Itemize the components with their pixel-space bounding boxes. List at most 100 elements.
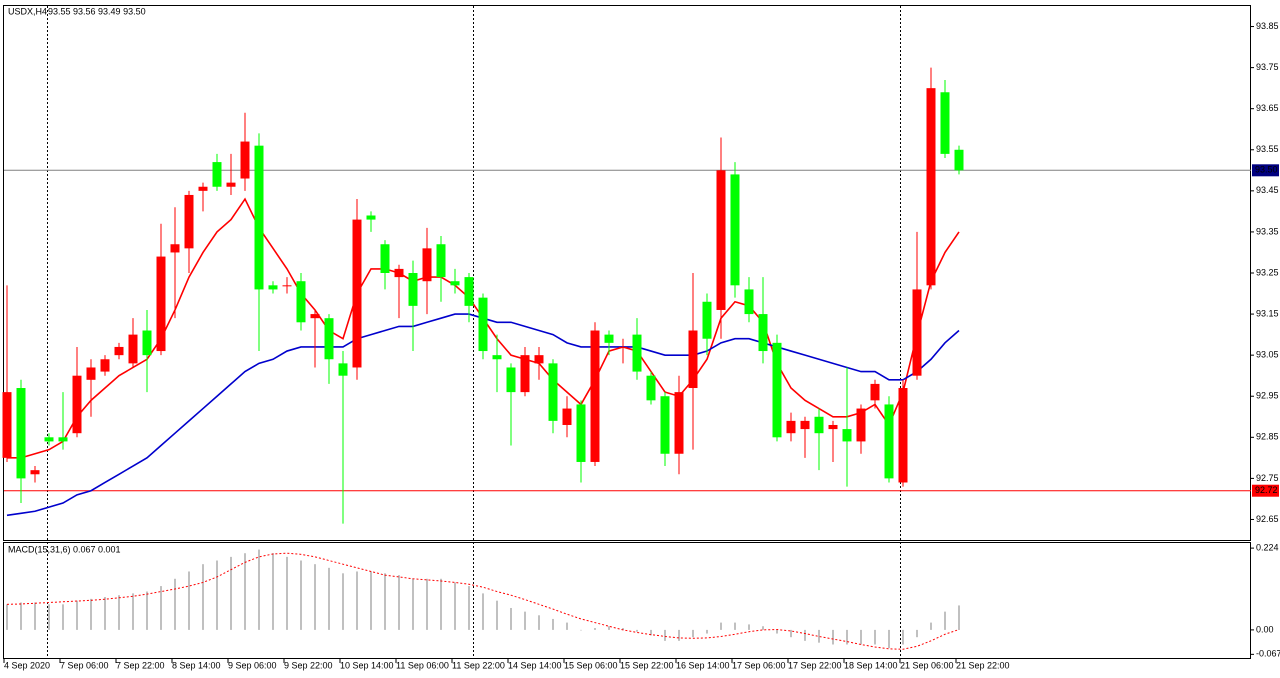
candle-body — [450, 281, 460, 286]
x-tick-label: 15 Sep 06:00 — [564, 660, 618, 670]
macd-bar — [160, 586, 162, 630]
macd-bar — [902, 629, 904, 645]
y-tick-label: 93.55 — [1256, 144, 1279, 154]
x-tick-label: 17 Sep 22:00 — [788, 660, 842, 670]
candle-body — [72, 375, 82, 434]
candle-body — [366, 215, 376, 220]
price-label-box — [1252, 164, 1279, 177]
candle-body — [436, 244, 446, 278]
macd-bar — [958, 605, 960, 630]
candle-body — [954, 149, 964, 171]
macd-bar — [258, 549, 260, 630]
macd-bar — [440, 578, 442, 630]
candle-body — [618, 346, 628, 348]
macd-bar — [118, 595, 120, 630]
candle-body — [576, 404, 586, 462]
macd-bar — [426, 578, 428, 630]
macd-bar — [244, 553, 246, 630]
candle-body — [30, 470, 40, 475]
macd-bar — [398, 575, 400, 630]
candle-body — [534, 355, 544, 364]
macd-bar — [790, 629, 792, 638]
macd-bar — [692, 629, 694, 638]
x-tick-label: 8 Sep 14:00 — [172, 660, 221, 670]
candle-body — [394, 268, 404, 278]
candle-body — [338, 363, 348, 376]
candle-body — [2, 392, 12, 458]
candle-body — [254, 145, 264, 290]
candle-body — [688, 330, 698, 389]
macd-bar — [104, 597, 106, 630]
macd-bar — [496, 600, 498, 630]
macd-pane — [3, 542, 1251, 659]
candle-body — [842, 429, 852, 442]
macd-bar — [174, 578, 176, 630]
y-tick-label: 93.25 — [1256, 267, 1279, 277]
main-pane — [3, 5, 1251, 541]
x-tick-label: 14 Sep 14:00 — [508, 660, 562, 670]
x-tick-label: 9 Sep 22:00 — [284, 660, 333, 670]
price-label-box — [1252, 484, 1279, 497]
macd-bar — [76, 600, 78, 630]
candle-body — [114, 346, 124, 356]
macd-bar — [454, 582, 456, 630]
macd-bar — [62, 604, 64, 630]
x-tick-label: 10 Sep 14:00 — [340, 660, 394, 670]
y-tick-label: -0.067 — [1256, 649, 1280, 659]
price-label: 93.50 — [1255, 165, 1278, 175]
candle-body — [772, 342, 782, 438]
candle-body — [492, 355, 502, 360]
macd-bar — [608, 626, 610, 630]
y-tick-label: 93.45 — [1256, 185, 1279, 195]
x-tick-label: 7 Sep 22:00 — [116, 660, 165, 670]
candle-body — [310, 314, 320, 319]
macd-bar — [776, 629, 778, 634]
y-tick-label: 0.224 — [1256, 542, 1279, 552]
x-tick-label: 18 Sep 14:00 — [844, 660, 898, 670]
macd-bar — [566, 622, 568, 630]
x-tick-label: 9 Sep 06:00 — [228, 660, 277, 670]
candle-body — [716, 170, 726, 310]
y-tick-label: 92.75 — [1256, 473, 1279, 483]
macd-bar — [412, 578, 414, 630]
x-tick-label: 11 Sep 06:00 — [396, 660, 449, 670]
macd-bar — [888, 629, 890, 649]
candle-body — [758, 314, 768, 352]
candle-body — [170, 244, 180, 253]
macd-bar — [328, 567, 330, 630]
candle-body — [856, 408, 866, 442]
x-tick-label: 7 Sep 06:00 — [60, 660, 109, 670]
candle-body — [870, 383, 880, 401]
candle-body — [226, 182, 236, 187]
macd-bar — [230, 556, 232, 630]
symbol-title: USDX,H4 — [8, 6, 47, 16]
macd-bar — [650, 629, 652, 636]
x-tick-label: 4 Sep 2020 — [4, 660, 50, 670]
macd-bar — [342, 573, 344, 630]
x-tick-label: 21 Sep 06:00 — [900, 660, 954, 670]
candle-body — [898, 388, 908, 483]
x-tick-label: 17 Sep 06:00 — [732, 660, 786, 670]
candle-body — [646, 375, 656, 401]
macd-bar — [762, 626, 764, 630]
y-tick-label: 92.65 — [1256, 514, 1279, 524]
macd-bar — [720, 622, 722, 630]
macd-bar — [20, 602, 22, 630]
ohlc-info: 93.55 93.56 93.49 93.50 — [48, 6, 146, 16]
macd-signal — [6, 552, 960, 650]
x-tick-label: 15 Sep 22:00 — [620, 660, 674, 670]
candle-body — [352, 219, 362, 368]
candle-body — [884, 404, 894, 479]
candle-body — [786, 420, 796, 434]
macd-bar — [482, 593, 484, 630]
candle-body — [16, 388, 26, 479]
macd-bar — [860, 629, 862, 645]
macd-bar — [34, 602, 36, 630]
macd-bar — [286, 556, 288, 630]
y-tick-label: 93.05 — [1256, 350, 1279, 360]
macd-bar — [468, 586, 470, 630]
macd-bar — [272, 553, 274, 630]
macd-bar — [706, 629, 708, 634]
macd-bar — [48, 604, 50, 630]
